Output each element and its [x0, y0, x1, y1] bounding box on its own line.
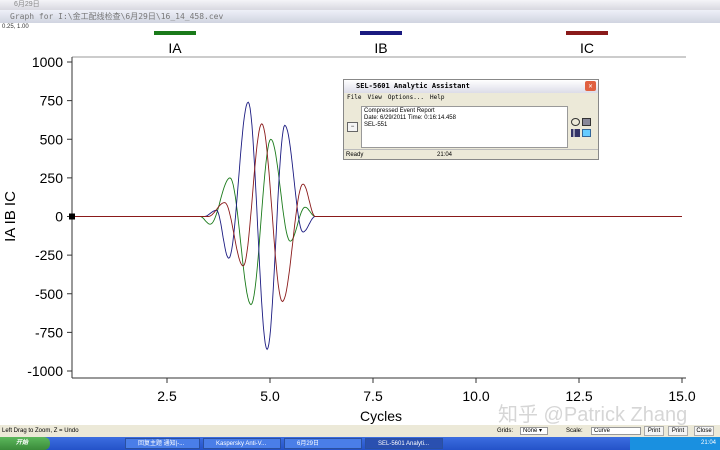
taskbar-item[interactable]: 回复主题 通知|-...: [125, 438, 200, 449]
menu-help[interactable]: Help: [430, 94, 445, 101]
legend-swatch-ia: [154, 31, 196, 35]
y-tick-label: 250: [40, 170, 64, 186]
y-tick-label: 750: [40, 93, 64, 109]
x-tick-label: 15.0: [668, 388, 695, 404]
legend-label-ib: IB: [374, 40, 387, 56]
taskbar: 开始 回复主题 通知|-... Kaspersky Anti-V... 6月29…: [0, 437, 720, 450]
collapse-button[interactable]: −: [347, 122, 358, 132]
x-tick-label: 10.0: [462, 388, 489, 404]
x-tick-label: 5.0: [260, 388, 280, 404]
close-icon[interactable]: ✕: [585, 81, 596, 91]
system-tray: 21:04: [630, 437, 720, 450]
waveform-icon[interactable]: [582, 118, 591, 126]
print-button[interactable]: Print: [644, 426, 664, 436]
taskbar-item-active[interactable]: SEL-5601 Analyti...: [365, 438, 443, 449]
info-line: Date: 6/29/2011 Time: 0:16:14.458: [364, 115, 456, 121]
menu-file[interactable]: File: [347, 94, 362, 101]
dialog-title: SEL-5601 Analytic Assistant: [356, 82, 470, 90]
cursor-marker: [69, 213, 75, 220]
window-titlebar: Graph for I:\金工配线检查\6月29日\16_14_458.cev: [0, 10, 720, 23]
event-info-text: Compressed Event Report Date: 6/29/2011 …: [361, 106, 568, 148]
y-tick-label: -500: [35, 286, 63, 302]
statusbar: Left Drag to Zoom, Z = Undo Grids: None …: [0, 425, 720, 437]
dialog-status-text: Ready: [346, 152, 364, 158]
dialog-time: 21:04: [437, 152, 453, 158]
taskbar-item[interactable]: Kaspersky Anti-V...: [203, 438, 281, 449]
x-tick-label: 7.5: [363, 388, 383, 404]
bar-chart-icon[interactable]: [571, 129, 580, 137]
dialog-titlebar[interactable]: SEL-5601 Analytic Assistant ✕: [344, 80, 598, 93]
clock: 21:04: [700, 440, 716, 446]
dialog-statusbar: Ready 21:04: [344, 149, 598, 159]
scale-value: Curve: [594, 428, 611, 434]
watermark: 知乎 @Patrick Zhang: [498, 404, 688, 426]
legend-swatch-ib: [360, 31, 402, 35]
close-button[interactable]: Close: [694, 426, 714, 436]
legend-label-ia: IA: [168, 40, 182, 56]
start-button[interactable]: 开始: [0, 437, 50, 450]
legend-label-ic: IC: [580, 40, 594, 56]
y-tick-label: 500: [40, 131, 64, 147]
grids-select[interactable]: None ▾: [520, 427, 548, 435]
series-line-ib: [72, 101, 682, 351]
x-tick-label: 2.5: [157, 388, 177, 404]
y-tick-label: -750: [35, 324, 63, 340]
x-axis-label: Cycles: [360, 408, 402, 424]
x-tick-label: 12.5: [565, 388, 592, 404]
taskbar-item[interactable]: 6月29日: [284, 438, 362, 449]
dialog-menubar: File View Options... Help: [344, 93, 598, 103]
menu-view[interactable]: View: [367, 94, 382, 101]
y-tick-label: 0: [55, 209, 63, 225]
outer-window-titlebar: 6月29日: [0, 0, 720, 10]
waveform-chart[interactable]: 1000 750 500 250 0 -250 -500 -750 -1000 2.5 5.0 7.5…: [0, 0, 720, 425]
legend-swatch-ic: [566, 31, 608, 35]
series-line-ia: [72, 138, 682, 306]
settings-icon[interactable]: [571, 118, 580, 126]
y-tick-label: -250: [35, 247, 63, 263]
coordinate-readout: 0.25, 1.00: [2, 24, 29, 30]
grids-label: Grids:: [497, 428, 514, 434]
analytic-assistant-dialog: SEL-5601 Analytic Assistant ✕ File View Opt…: [343, 79, 599, 160]
y-tick-label: -1000: [27, 363, 63, 379]
scale-select[interactable]: Curve: [591, 427, 641, 435]
hint-text: Left Drag to Zoom, Z = Undo: [2, 428, 79, 434]
info-line: SEL-551: [364, 122, 388, 128]
scale-label: Scale:: [566, 428, 583, 434]
grids-value: None: [523, 428, 538, 434]
menu-options[interactable]: Options...: [387, 94, 425, 101]
series-line-ic: [72, 123, 682, 303]
print-button-2[interactable]: Print: [668, 426, 688, 436]
y-tick-label: 1000: [32, 54, 63, 70]
table-icon[interactable]: [582, 129, 591, 137]
info-line: Compressed Event Report: [364, 108, 435, 114]
y-axis-label: IA IB IC: [2, 191, 19, 242]
